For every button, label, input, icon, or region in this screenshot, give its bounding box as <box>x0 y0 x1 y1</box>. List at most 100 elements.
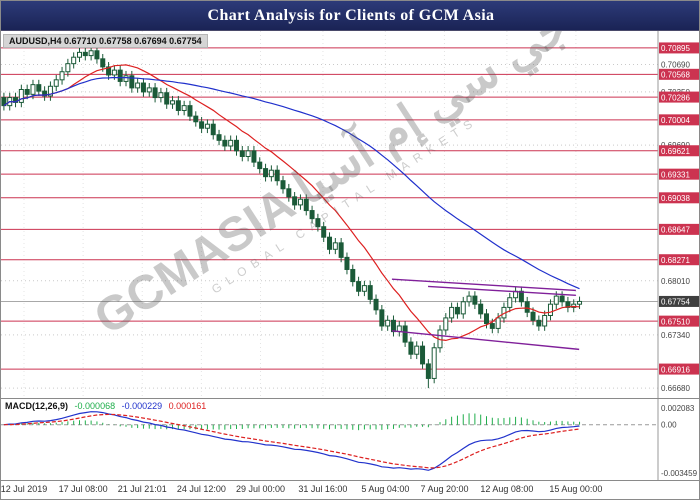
candle <box>577 300 583 305</box>
macd-line <box>3 411 580 471</box>
candle <box>175 100 181 111</box>
candle <box>181 105 187 111</box>
candle <box>484 313 490 325</box>
candle <box>466 295 472 303</box>
price-level-badge: 0.67510 <box>661 317 690 326</box>
candle <box>18 88 24 103</box>
macd-chart[interactable]: 0.002083 0.00 -0.003459 <box>1 399 700 480</box>
candle <box>524 301 530 313</box>
candle <box>187 105 193 117</box>
candle <box>553 295 559 305</box>
candle <box>76 51 82 58</box>
macd-value-main: -0.000229 <box>121 401 163 411</box>
candle <box>106 66 112 76</box>
price-level-badge-bg <box>659 114 699 126</box>
candle <box>135 82 141 89</box>
candle <box>472 295 478 305</box>
candle <box>257 161 263 170</box>
time-label: 7 Aug 20:00 <box>420 484 469 494</box>
candle <box>210 123 216 136</box>
time-axis: 12 Jul 2019 17 Jul 08:00 21 Jul 21:01 24 Ju… <box>0 481 699 499</box>
candle <box>82 51 88 57</box>
slow-ma-line <box>3 76 580 290</box>
candle <box>309 210 315 220</box>
candle <box>152 87 158 99</box>
candle <box>518 290 524 303</box>
price-level-badge: 0.70004 <box>661 116 690 125</box>
candle <box>379 309 385 327</box>
candle <box>111 69 117 76</box>
panel-divider-bottom <box>1 480 699 481</box>
page-title: Chart Analysis for Clients of GCM Asia <box>207 6 495 24</box>
candle <box>292 196 298 206</box>
panel-divider-top <box>1 398 699 399</box>
candle <box>367 285 373 300</box>
candle <box>170 100 176 105</box>
time-label: 12 Aug 08:00 <box>480 484 534 494</box>
candle <box>65 63 71 73</box>
candle <box>350 268 356 283</box>
current-price-badge-bg <box>659 295 699 307</box>
price-level-badge-bg <box>659 363 699 375</box>
candle <box>559 295 565 303</box>
price-level-badge-bg <box>659 145 699 157</box>
candle <box>251 150 257 163</box>
candle <box>274 169 280 182</box>
candle <box>297 198 303 206</box>
candle <box>454 306 460 315</box>
candle <box>1 97 7 107</box>
candle <box>344 256 350 270</box>
macd-axis-label: -0.003459 <box>661 469 698 478</box>
macd-indicator-label: MACD(12,26,9) -0.000068 -0.000229 0.0001… <box>5 401 210 411</box>
candle <box>123 75 129 82</box>
candle <box>233 139 239 152</box>
time-label: 24 Jul 12:00 <box>176 484 226 494</box>
price-level-badge: 0.66916 <box>661 365 690 374</box>
price-chart[interactable]: 0.706900.703500.696900.680100.673400.666… <box>1 31 700 399</box>
candle <box>495 317 501 329</box>
trendline[interactable] <box>391 330 580 351</box>
time-label: 21 Jul 21:01 <box>117 484 167 494</box>
candle <box>30 84 36 95</box>
candle <box>286 188 292 198</box>
time-label: 31 Jul 16:00 <box>298 484 348 494</box>
price-level-badge-bg <box>659 254 699 266</box>
candle <box>117 69 123 82</box>
title-bar: Chart Analysis for Clients of GCM Asia <box>1 1 699 31</box>
price-level-badge-bg <box>659 42 699 54</box>
time-label: 12 Jul 2019 <box>0 484 48 494</box>
candle <box>315 218 321 228</box>
price-level-badge: 0.70895 <box>661 44 690 53</box>
price-level-badge: 0.70568 <box>661 71 690 80</box>
candle <box>24 88 30 95</box>
price-level-badge: 0.69038 <box>661 194 690 203</box>
candle <box>88 50 94 57</box>
trendline[interactable] <box>428 285 576 297</box>
candle <box>146 87 152 93</box>
trendline[interactable] <box>391 278 576 292</box>
price-level-badge-bg <box>659 168 699 180</box>
candle <box>431 347 437 379</box>
axis-tick-label: 0.67340 <box>661 331 690 340</box>
time-label: 15 Aug 00:00 <box>549 484 603 494</box>
candle <box>338 242 344 258</box>
candle <box>373 298 379 311</box>
candle <box>268 169 274 178</box>
candle <box>280 180 286 190</box>
candle <box>542 314 548 327</box>
candle <box>216 134 222 141</box>
candle <box>100 58 106 68</box>
candle <box>443 317 449 331</box>
candle <box>94 50 100 60</box>
price-level-badge: 0.68271 <box>661 256 690 265</box>
candle <box>425 363 431 379</box>
candle <box>199 121 205 129</box>
price-level-badge-bg <box>659 91 699 103</box>
price-level-badge-bg <box>659 192 699 204</box>
candle <box>222 139 228 147</box>
candle <box>530 311 536 321</box>
price-level-badge-bg <box>659 315 699 327</box>
candle <box>239 150 245 157</box>
candle <box>420 345 426 365</box>
candle <box>478 303 484 315</box>
